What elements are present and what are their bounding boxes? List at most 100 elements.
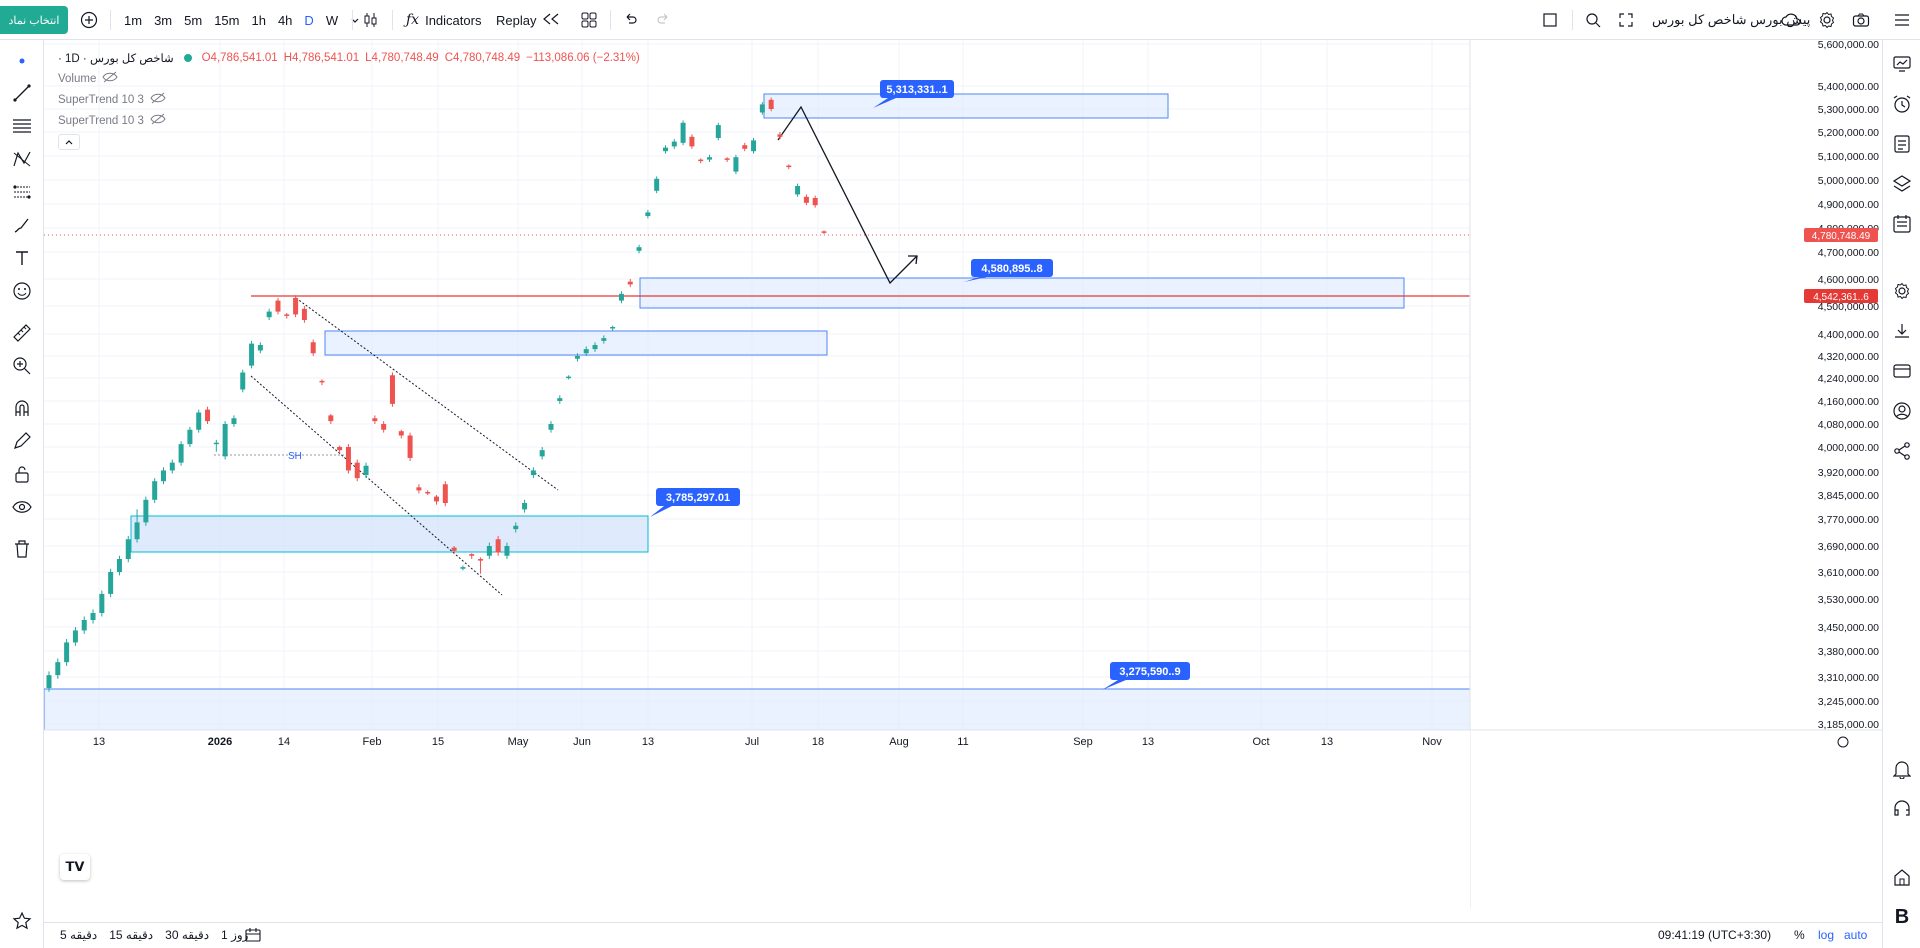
callout-mid-box[interactable] [971, 259, 1053, 277]
lock-drawing-pencil-icon[interactable] [11, 430, 33, 452]
emoji-icon[interactable] [11, 280, 33, 302]
magnet-icon[interactable] [11, 397, 33, 419]
undo-icon[interactable] [622, 0, 638, 40]
projection-path[interactable] [777, 105, 918, 285]
chart-settings-gear-icon[interactable] [1891, 280, 1913, 302]
channel-lower-line[interactable] [250, 375, 503, 596]
camera-icon[interactable] [1852, 0, 1870, 40]
fullscreen-square-icon[interactable] [1542, 0, 1558, 40]
time-axis-label: 13 [93, 736, 105, 748]
range-1d[interactable]: 1 روز [221, 928, 249, 942]
legend-symbol[interactable]: شاخص کل بورس · 1D · [58, 52, 174, 65]
replay-button[interactable]: Replay [496, 0, 561, 40]
price-callouts[interactable]: 5,313,331..1 4,580,895..8 3,785,297.01 3,27… [650, 80, 1190, 690]
pattern-icon[interactable] [11, 148, 33, 170]
price-axis-label: 5,300,000.00 [1818, 104, 1879, 116]
eye-hidden-icon[interactable] [150, 113, 166, 128]
eye-hidden-icon[interactable] [102, 71, 118, 86]
text-icon[interactable] [11, 247, 33, 269]
callout-top-box[interactable] [880, 80, 954, 98]
percent-scale-toggle[interactable]: % [1794, 928, 1805, 942]
download-icon[interactable] [1891, 320, 1913, 342]
watchlist-icon[interactable] [1891, 53, 1913, 75]
chevron-down-icon[interactable] [344, 13, 366, 28]
interval-5m[interactable]: 5m [184, 12, 203, 28]
candles-icon[interactable] [362, 0, 380, 40]
expand-icon[interactable] [1618, 0, 1634, 40]
log-scale-toggle[interactable]: log [1818, 928, 1835, 942]
interval-1m[interactable]: 1m [124, 12, 143, 28]
ruler-icon[interactable] [11, 322, 33, 344]
candle-body [583, 349, 589, 354]
interval-3m[interactable]: 3m [154, 12, 173, 28]
eye-icon[interactable] [11, 496, 33, 518]
callout-low-box[interactable] [656, 488, 740, 506]
channel-upper-line[interactable] [295, 297, 559, 491]
menu-icon[interactable] [1894, 0, 1910, 40]
drawing-zones[interactable] [44, 93, 1471, 760]
eye-hidden-icon[interactable] [150, 92, 166, 107]
cloud-save-icon[interactable] [1780, 0, 1802, 40]
fib-retracement-icon[interactable] [11, 115, 33, 137]
account-circle-icon[interactable] [1891, 400, 1913, 422]
time-axis-label: Nov [1422, 736, 1442, 748]
candle-body [645, 212, 651, 216]
indicators-button[interactable]: ƒx Indicators [406, 0, 481, 40]
candle-body [99, 593, 105, 613]
callout-bottom-label: 3,275,590..9 [1119, 666, 1180, 678]
range-30m[interactable]: 30 دقیقه [165, 928, 210, 942]
supertrend-indicator-label[interactable]: SuperTrend 10 3 [58, 114, 144, 127]
axis-settings-icon[interactable] [1837, 736, 1849, 748]
calendar-goto-icon[interactable] [244, 927, 262, 946]
quick-search-icon[interactable] [1584, 0, 1602, 40]
add-symbol-icon[interactable] [80, 0, 98, 40]
interval-w[interactable]: W [325, 12, 339, 28]
trend-line-icon[interactable] [11, 82, 33, 104]
interval-4h[interactable]: 4h [277, 12, 293, 28]
prediction-icon[interactable] [11, 181, 33, 203]
zoom-in-icon[interactable] [11, 355, 33, 377]
demand-zone-mid[interactable] [639, 277, 1405, 309]
wallet-icon[interactable] [1891, 360, 1913, 382]
supertrend-indicator-label[interactable]: SuperTrend 10 3 [58, 93, 144, 106]
volume-indicator-label[interactable]: Volume [58, 72, 97, 85]
trash-icon[interactable] [11, 538, 33, 560]
interval-1h[interactable]: 1h [251, 12, 266, 28]
price-chart[interactable]: SH 5,313,331..1 4,580,895..8 3,785,297.01 3… [44, 40, 1882, 908]
drawing-lines[interactable]: SH [44, 105, 1470, 596]
crosshair-dot-icon[interactable] [11, 50, 33, 72]
layout-title[interactable]: پیش بورس شاخص کل بورس [1652, 12, 1811, 27]
clock-timezone[interactable]: 09:41:19 (UTC+3:30) [1658, 928, 1772, 942]
auto-scale-toggle[interactable]: auto [1844, 928, 1868, 942]
candle-body [821, 231, 827, 233]
layers-icon[interactable] [1891, 173, 1913, 195]
candle-body [319, 380, 325, 383]
callout-bottom-box[interactable] [1110, 662, 1190, 680]
broker-b-icon[interactable]: B [1894, 905, 1910, 928]
symbol-search-button[interactable]: انتخاب نماد [0, 6, 68, 34]
settings-gear-icon[interactable] [1818, 0, 1836, 40]
lock-icon[interactable] [11, 463, 33, 485]
time-axis-label: Jul [745, 736, 759, 748]
range-15m[interactable]: 15 دقیقه [109, 928, 154, 942]
layout-grid-icon[interactable] [580, 0, 598, 40]
tradingview-logo[interactable]: 𝗧𝗩 [60, 854, 90, 880]
star-icon[interactable] [11, 910, 33, 932]
supply-zone[interactable] [324, 330, 828, 356]
candle-body [460, 567, 466, 569]
support-headset-icon[interactable] [1891, 798, 1913, 820]
redo-icon[interactable] [656, 0, 672, 40]
range-5m[interactable]: 5 دقیقه [60, 928, 98, 942]
interval-d[interactable]: D [304, 12, 314, 28]
notification-bell-icon[interactable] [1891, 758, 1913, 780]
collapse-legend-button[interactable] [58, 133, 80, 150]
share-icon[interactable] [1891, 440, 1913, 462]
alarm-clock-icon[interactable] [1891, 93, 1913, 115]
demand-zone-low[interactable] [130, 515, 649, 553]
calendar-list-icon[interactable] [1891, 213, 1913, 235]
home-icon[interactable] [1891, 866, 1913, 888]
interval-15m[interactable]: 15m [214, 12, 240, 28]
notes-icon[interactable] [1891, 133, 1913, 155]
brush-icon[interactable] [11, 214, 33, 236]
resistance-zone[interactable] [763, 93, 1169, 119]
